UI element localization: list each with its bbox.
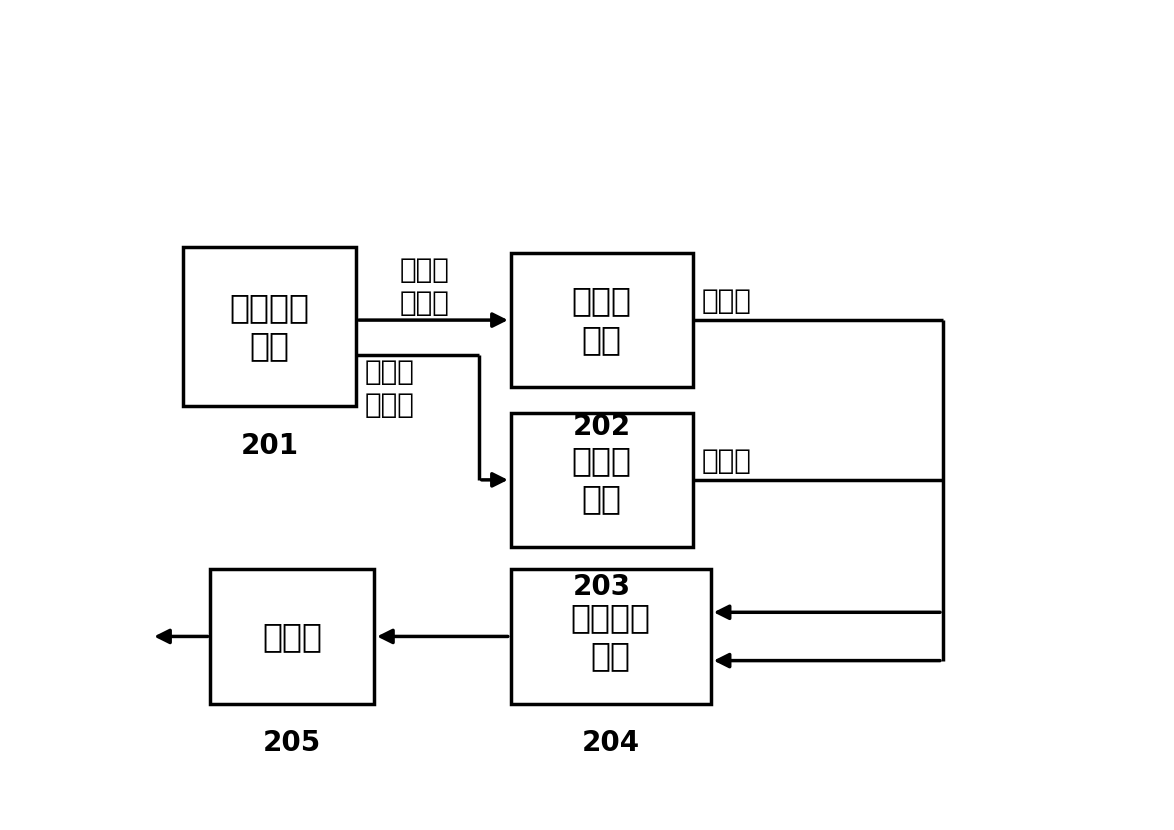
Text: 205: 205: [263, 729, 322, 757]
Text: 光电转换
装置: 光电转换 装置: [571, 601, 650, 672]
Bar: [511, 253, 693, 387]
Text: 第一波
长光波: 第一波 长光波: [399, 256, 450, 317]
Text: 鉴相器: 鉴相器: [262, 620, 323, 653]
Bar: [511, 569, 711, 704]
Text: 第二滤
光片: 第二滤 光片: [572, 444, 632, 515]
Text: 内光路: 内光路: [702, 447, 751, 475]
Bar: [210, 569, 375, 704]
Text: 外光路: 外光路: [702, 287, 751, 315]
Text: 202: 202: [573, 413, 630, 441]
Bar: [183, 247, 356, 407]
Text: 204: 204: [581, 729, 640, 757]
Text: 第一滤
光片: 第一滤 光片: [572, 285, 632, 356]
Bar: [511, 413, 693, 547]
Text: 光波发生
装置: 光波发生 装置: [230, 290, 310, 362]
Text: 第二波
长光波: 第二波 长光波: [365, 359, 414, 419]
Text: 201: 201: [241, 432, 298, 460]
Text: 203: 203: [573, 573, 630, 601]
